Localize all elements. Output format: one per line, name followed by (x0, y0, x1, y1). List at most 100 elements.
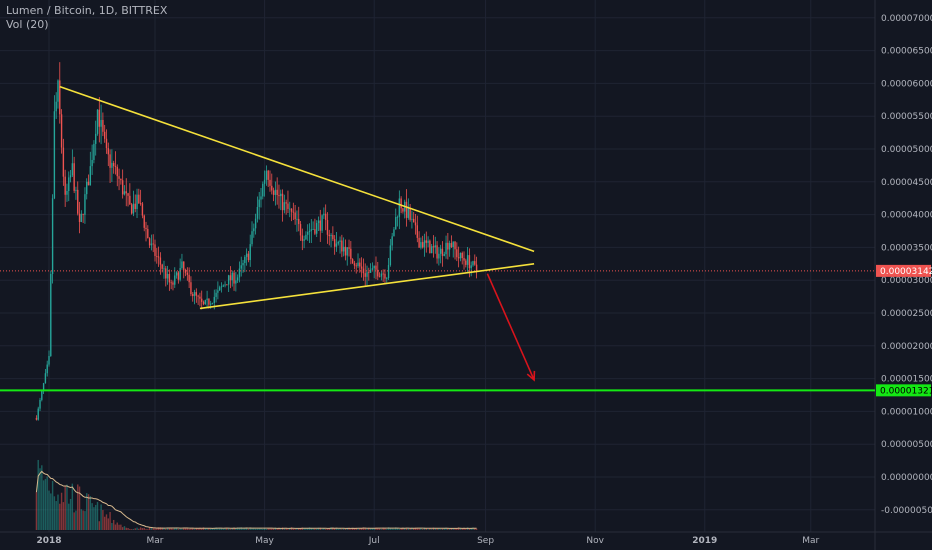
candle-body (452, 241, 454, 248)
volume-bar (355, 527, 357, 530)
volume-bar (294, 529, 296, 530)
symbol-title[interactable]: Lumen / Bitcoin, 1D, BITTREX (6, 4, 168, 17)
volume-bar (152, 528, 154, 530)
candle-body (73, 163, 75, 191)
candle-body (68, 177, 70, 191)
volume-bar (296, 528, 298, 530)
candle-body (247, 253, 250, 261)
volume-indicator-label[interactable]: Vol (20) (6, 18, 49, 31)
volume-bar (475, 528, 478, 530)
candle-body (130, 204, 133, 214)
volume-bar (227, 528, 230, 530)
candle-body (96, 109, 99, 134)
candle-body (400, 198, 402, 209)
volume-bar (161, 527, 163, 530)
candle-body (335, 243, 338, 247)
candle-body (120, 178, 122, 181)
y-tick-label: 0.00005000 (881, 145, 932, 155)
volume-bar (438, 528, 440, 530)
bearish-arrow-shaft[interactable] (486, 273, 535, 381)
volume-bar (84, 511, 86, 530)
volume-bar (456, 528, 458, 530)
candle-body (218, 287, 221, 291)
volume-bar (134, 528, 136, 530)
candle-body (227, 275, 230, 285)
candle-body (80, 213, 83, 222)
volume-bar (439, 529, 442, 530)
candle-body (348, 247, 350, 249)
candle-body (217, 290, 219, 293)
volume-bar (197, 528, 199, 530)
candle-body (116, 166, 118, 177)
volume-bar (459, 528, 462, 530)
candle-body (240, 265, 242, 269)
y-tick-label: 0.00004500 (881, 178, 932, 188)
candle-body (423, 240, 426, 248)
volume-bar (120, 524, 122, 530)
support-trend-line[interactable] (199, 263, 535, 310)
volume-bar (188, 528, 190, 530)
candle-body (382, 273, 384, 275)
volume-bar (100, 504, 102, 530)
candle-body (188, 274, 190, 283)
volume-bar (353, 527, 356, 530)
volume-bar (233, 527, 235, 530)
candle-body (351, 259, 354, 264)
volume-bar (402, 528, 404, 530)
candle-body (123, 191, 126, 195)
volume-bar (260, 527, 262, 530)
candle-body (138, 194, 140, 204)
candle-body (369, 269, 372, 273)
volume-bar (276, 528, 278, 530)
volume-bar (416, 528, 419, 530)
volume-bar (213, 528, 215, 530)
candle-body (359, 262, 361, 267)
candle-body (387, 265, 390, 279)
candle-body (461, 252, 463, 259)
candle-body (95, 133, 97, 144)
candle-body (245, 253, 248, 257)
candle-body (125, 191, 127, 194)
chart-legend: Lumen / Bitcoin, 1D, BITTREX Vol (20) (6, 4, 167, 32)
candle-body (303, 239, 305, 241)
candle-body (393, 229, 395, 237)
volume-bar (283, 528, 286, 530)
x-tick-label: Nov (586, 536, 604, 546)
candle-body (465, 260, 467, 265)
candle-body (395, 217, 397, 230)
candle-body (236, 277, 239, 281)
candle-body (468, 255, 471, 269)
volume-bar (321, 529, 323, 530)
candle-body (466, 255, 469, 265)
candle-body (143, 215, 145, 228)
candle-body (242, 263, 244, 266)
candle-body (62, 147, 65, 177)
volume-bar (332, 527, 334, 530)
volume-bar (359, 528, 361, 530)
volume-bar (168, 528, 171, 530)
candle-body (118, 176, 120, 179)
candle-body (190, 282, 192, 295)
candle-body (454, 241, 456, 250)
candle-body (373, 265, 375, 269)
volume-bar (37, 459, 39, 530)
volume-bar (130, 529, 133, 530)
volume-bar (421, 529, 424, 530)
volume-bar (393, 528, 395, 530)
volume-bar (62, 502, 65, 530)
candle-body (195, 292, 198, 296)
candle-body (51, 198, 54, 274)
candle-body (357, 262, 359, 266)
volume-bar (342, 528, 345, 530)
volume-bar (195, 527, 198, 530)
volume-bar (344, 528, 347, 530)
resistance-trend-line[interactable] (59, 85, 535, 253)
candle-body (229, 275, 232, 281)
volume-bar (299, 528, 302, 530)
candle-body (429, 240, 431, 254)
candle-body (258, 199, 260, 207)
candle-body (174, 275, 176, 285)
volume-bar (236, 527, 239, 530)
candle-body (172, 282, 174, 285)
